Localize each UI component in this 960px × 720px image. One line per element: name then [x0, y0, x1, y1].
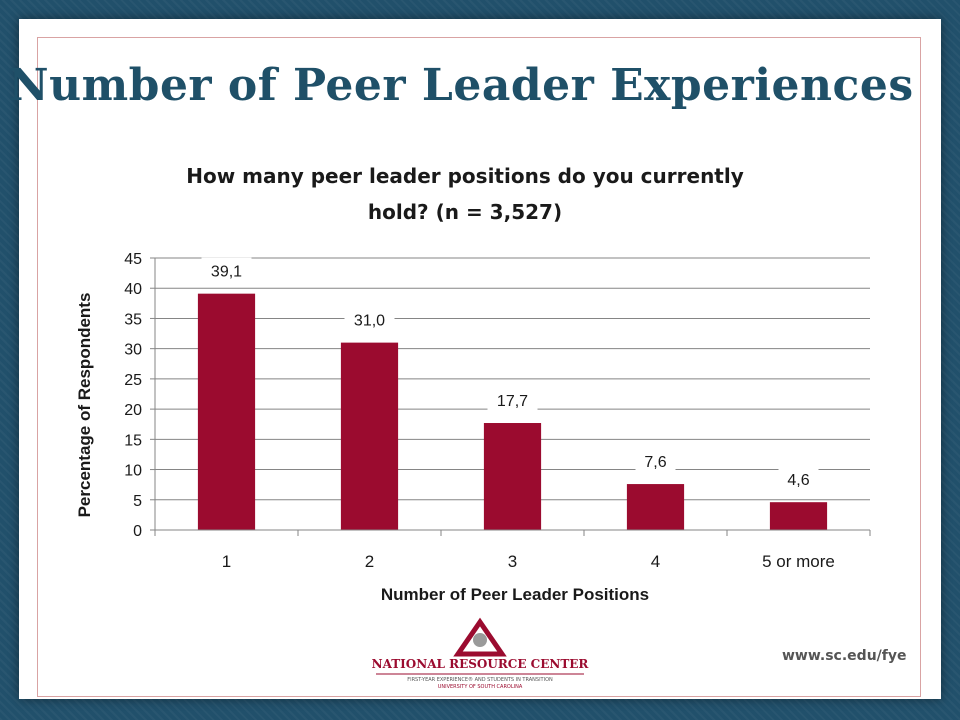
data-label-background [778, 466, 819, 493]
x-tick-label: 3 [508, 552, 517, 571]
logo-university: UNIVERSITY OF SOUTH CAROLINA [438, 684, 523, 690]
data-label: 4,6 [787, 472, 809, 489]
logo-circle-icon [473, 633, 487, 647]
data-label-background [635, 448, 676, 475]
logo-tagline: FIRST-YEAR EXPERIENCE® AND STUDENTS IN T… [407, 676, 553, 683]
y-tick-label: 20 [124, 402, 142, 419]
data-label-background [487, 387, 538, 414]
data-label: 7,6 [644, 454, 666, 471]
bar-5-or-more [769, 502, 828, 530]
bar-1 [197, 293, 256, 530]
x-tick-label: 5 or more [762, 552, 835, 571]
bars [197, 293, 828, 530]
bar-3 [483, 423, 542, 530]
bar-4 [626, 484, 685, 530]
y-tick-label: 5 [133, 493, 142, 510]
chart-title-line-2: hold? (n = 3,527) [367, 200, 563, 224]
y-tick-label: 30 [124, 342, 142, 359]
data-label-background [201, 257, 252, 284]
x-tick-label: 2 [365, 552, 374, 571]
chart-title-line-1: How many peer leader positions do you cu… [186, 164, 744, 188]
y-tick-label: 40 [124, 281, 142, 298]
website-url: www.sc.edu/fye [782, 648, 907, 664]
data-label: 31,0 [354, 313, 385, 330]
data-label: 17,7 [497, 393, 528, 410]
x-tick-label: 4 [651, 552, 660, 571]
y-axis-title: Percentage of Respondents [75, 293, 94, 518]
bar-2 [340, 342, 399, 530]
slide [19, 19, 941, 699]
y-tick-label: 35 [124, 311, 142, 328]
axes: 0 5 10 15 20 25 30 35 40 45 1 2 3 4 5 or more [124, 251, 871, 571]
data-label-background [344, 306, 395, 333]
slide-border [37, 37, 921, 697]
logo-org-name: NATIONAL RESOURCE CENTER [372, 657, 590, 671]
y-tick-label: 15 [124, 432, 142, 449]
slide-title: Number of Peer Leader Experiences [8, 60, 914, 111]
y-tick-label: 45 [124, 251, 142, 268]
data-label: 39,1 [211, 264, 242, 281]
x-axis-title: Number of Peer Leader Positions [381, 585, 649, 604]
chart-title: How many peer leader positions do you cu… [140, 158, 790, 230]
y-tick-label: 0 [133, 523, 142, 540]
y-tick-label: 25 [124, 372, 142, 389]
x-tick-label: 1 [222, 552, 231, 571]
y-tick-label: 10 [124, 463, 142, 480]
data-labels: 39,1 31,0 17,7 7,6 4,6 [201, 257, 819, 493]
